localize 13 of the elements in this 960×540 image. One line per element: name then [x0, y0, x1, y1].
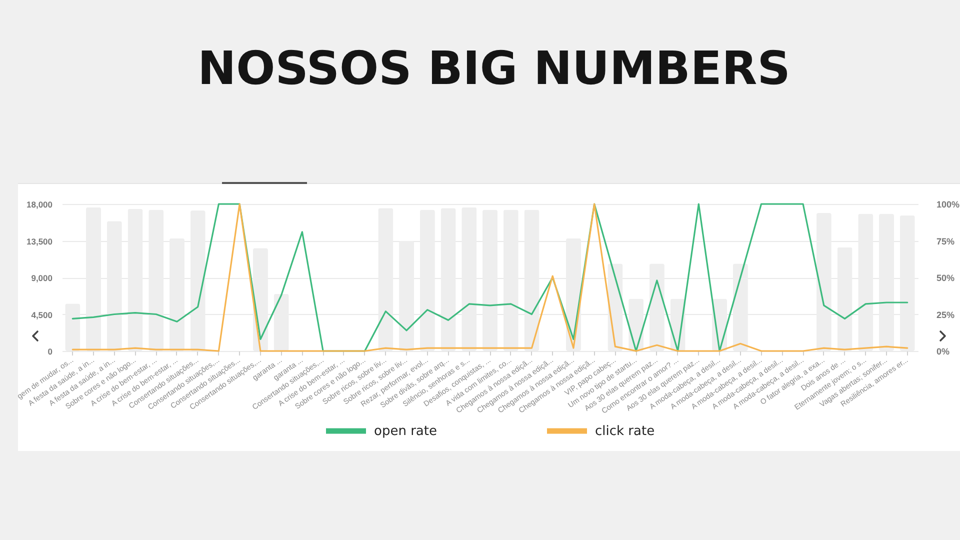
y2-tick-label: 75%	[936, 236, 955, 246]
y-tick-label: 9,000	[31, 273, 53, 283]
y-tick-label: 18,000	[26, 200, 53, 210]
legend-label: click rate	[595, 424, 655, 439]
y2-tick-label: 25%	[936, 310, 955, 320]
chart-title: NOSSOS BIG NUMBERS	[198, 41, 790, 95]
y2-tick-label: 50%	[936, 273, 955, 283]
y-tick-label: 4,500	[31, 310, 53, 320]
legend-label: open rate	[374, 424, 437, 439]
y-tick-label: 0	[48, 346, 53, 356]
y-tick-label: 13,500	[26, 236, 53, 246]
y2-tick-label: 0%	[936, 346, 950, 356]
y2-tick-label: 100%	[936, 200, 960, 210]
